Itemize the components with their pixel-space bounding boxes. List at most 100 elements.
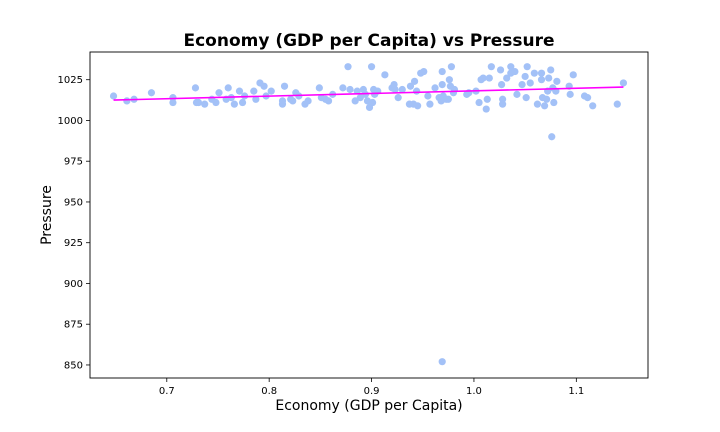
scatter-point [398,85,406,94]
scatter-point [224,84,232,92]
scatter-point [123,97,131,105]
scatter-point [526,79,534,87]
scatter-point [540,102,549,110]
scatter-point [252,95,260,103]
scatter-point [511,67,519,76]
scatter-point [487,63,495,71]
scatter-point [475,98,483,107]
scatter-point [215,89,223,97]
scatter-point [569,71,577,79]
scatter-point [414,102,422,110]
scatter-point [438,358,446,366]
y-tick-label: 950 [64,197,83,208]
scatter-point [201,100,209,108]
scatter-point [368,98,377,107]
scatter-point [406,82,415,90]
scatter-point [424,92,432,100]
scatter-point [482,105,490,113]
scatter-point [619,79,628,87]
trend-line [113,86,624,101]
scatter-point [260,82,268,90]
scatter-point [496,66,505,74]
scatter-point [445,76,453,84]
scatter-point [545,74,553,82]
scatter-point [499,100,507,108]
scatter-point [566,90,574,98]
x-tick-label: 1.0 [466,386,482,397]
scatter-point [518,81,526,89]
scatter-point [507,63,515,71]
scatter-point [503,74,511,82]
plot-area [109,63,628,366]
scatter-point [250,87,258,95]
chart-title: Economy (GDP per Capita) vs Pressure [183,31,554,51]
scatter-point [324,97,333,105]
scatter-point [444,95,452,103]
scatter-point [304,97,312,105]
y-tick-label: 1000 [58,116,83,127]
x-tick-label: 0.8 [261,386,277,397]
scatter-point [169,94,177,102]
y-tick-label: 900 [64,279,83,290]
plot-frame [89,51,649,379]
scatter-point [235,87,244,95]
y-tick-label: 850 [64,360,83,371]
y-axis: 850 875 900 925 950 975 1000 1025 [58,75,90,371]
scatter-point [553,77,561,85]
scatter-point [413,87,421,95]
scatter-point [394,94,402,102]
scatter-point [289,97,297,105]
scatter-point [238,98,247,107]
scatter-point [212,98,220,107]
scatter-point [613,100,621,108]
y-tick-label: 875 [64,320,83,331]
y-tick-label: 925 [64,238,83,249]
scatter-point [431,84,439,92]
scatter-point [410,77,419,85]
scatter-point [485,74,493,82]
scatter-point [344,63,352,71]
scatter-point [191,84,200,92]
scatter-point [497,81,506,89]
scatter-point [420,67,428,76]
scatter-point [438,81,446,89]
x-tick-label: 0.9 [364,386,380,397]
scatter-point [353,87,361,95]
x-tick-label: 1.1 [568,386,584,397]
x-axis-label: Economy (GDP per Capita) [275,398,462,414]
scatter-point [367,63,376,71]
scatter-point [483,95,491,103]
scatter-point [230,100,238,108]
scatter-point [356,94,364,102]
scatter-point [315,84,323,92]
scatter-point [550,98,558,107]
scatter-point [530,69,538,77]
scatter-point [278,100,287,108]
y-axis-label: Pressure [39,185,55,245]
scatter-point [533,100,542,108]
scatter-point [513,90,521,98]
scatter-point [548,133,556,141]
scatter-point [280,82,289,90]
scatter-point [521,72,529,81]
x-axis: 0.7 0.8 0.9 1.0 1.1 [159,378,584,397]
scatter-point [391,85,399,94]
scatter-point [479,74,487,82]
scatter-point [351,97,359,105]
scatter-point [522,94,530,102]
y-tick-label: 975 [64,157,83,168]
scatter-point [438,67,446,76]
scatter-point [523,63,531,71]
scatter-point [194,98,203,107]
scatter-point [339,84,347,92]
scatter-point [583,94,592,102]
scatter-point [537,69,546,77]
scatter-point [346,85,354,94]
scatter-point [426,100,434,108]
scatter-point [267,87,275,95]
scatter-point [537,76,546,84]
scatter-point [589,102,597,110]
x-tick-label: 0.7 [159,386,175,397]
y-tick-label: 1025 [58,75,83,86]
